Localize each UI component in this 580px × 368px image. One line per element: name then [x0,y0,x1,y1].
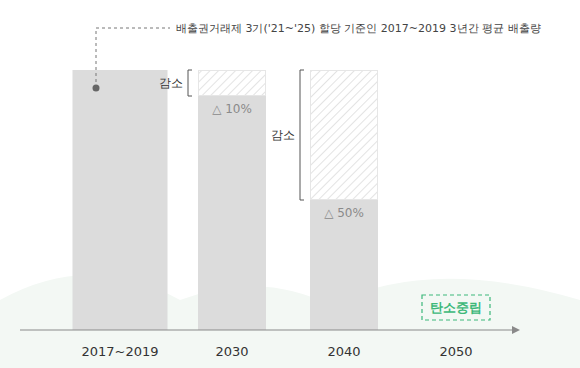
data-label: △ 50% [324,206,364,220]
reduction-bar [311,71,378,200]
bar [73,70,168,330]
labels: 2017~2019 감소 △ 10% 2030 감소 △ 50% 2040 2050 탄소중립 배… [81,22,540,359]
axis-arrow [512,326,520,334]
x-tick-label: 2050 [439,344,472,359]
leader-dot [93,85,100,92]
x-tick-label: 2040 [327,344,360,359]
reduction-bar [199,71,266,96]
bar [310,200,378,330]
x-axis [20,329,512,330]
chart: 2017~2019 감소 △ 10% 2030 감소 △ 50% 2040 2050 탄소중립 배… [0,0,580,368]
bracket [300,70,304,200]
data-label: △ 10% [212,102,252,116]
bar [198,96,266,330]
marks [73,70,379,330]
bracket [188,70,192,96]
leader-line [96,28,170,88]
reduction-text: 감소 [271,128,295,142]
x-tick-label: 2030 [215,344,248,359]
target-label: 탄소중립 [430,300,482,315]
reduction-text: 감소 [159,76,183,90]
x-tick-label: 2017~2019 [81,344,158,359]
target-box [422,295,490,320]
annotation: 배출권거래제 3기('21~'25) 할당 기준인 2017~2019 3년간 … [176,22,541,35]
